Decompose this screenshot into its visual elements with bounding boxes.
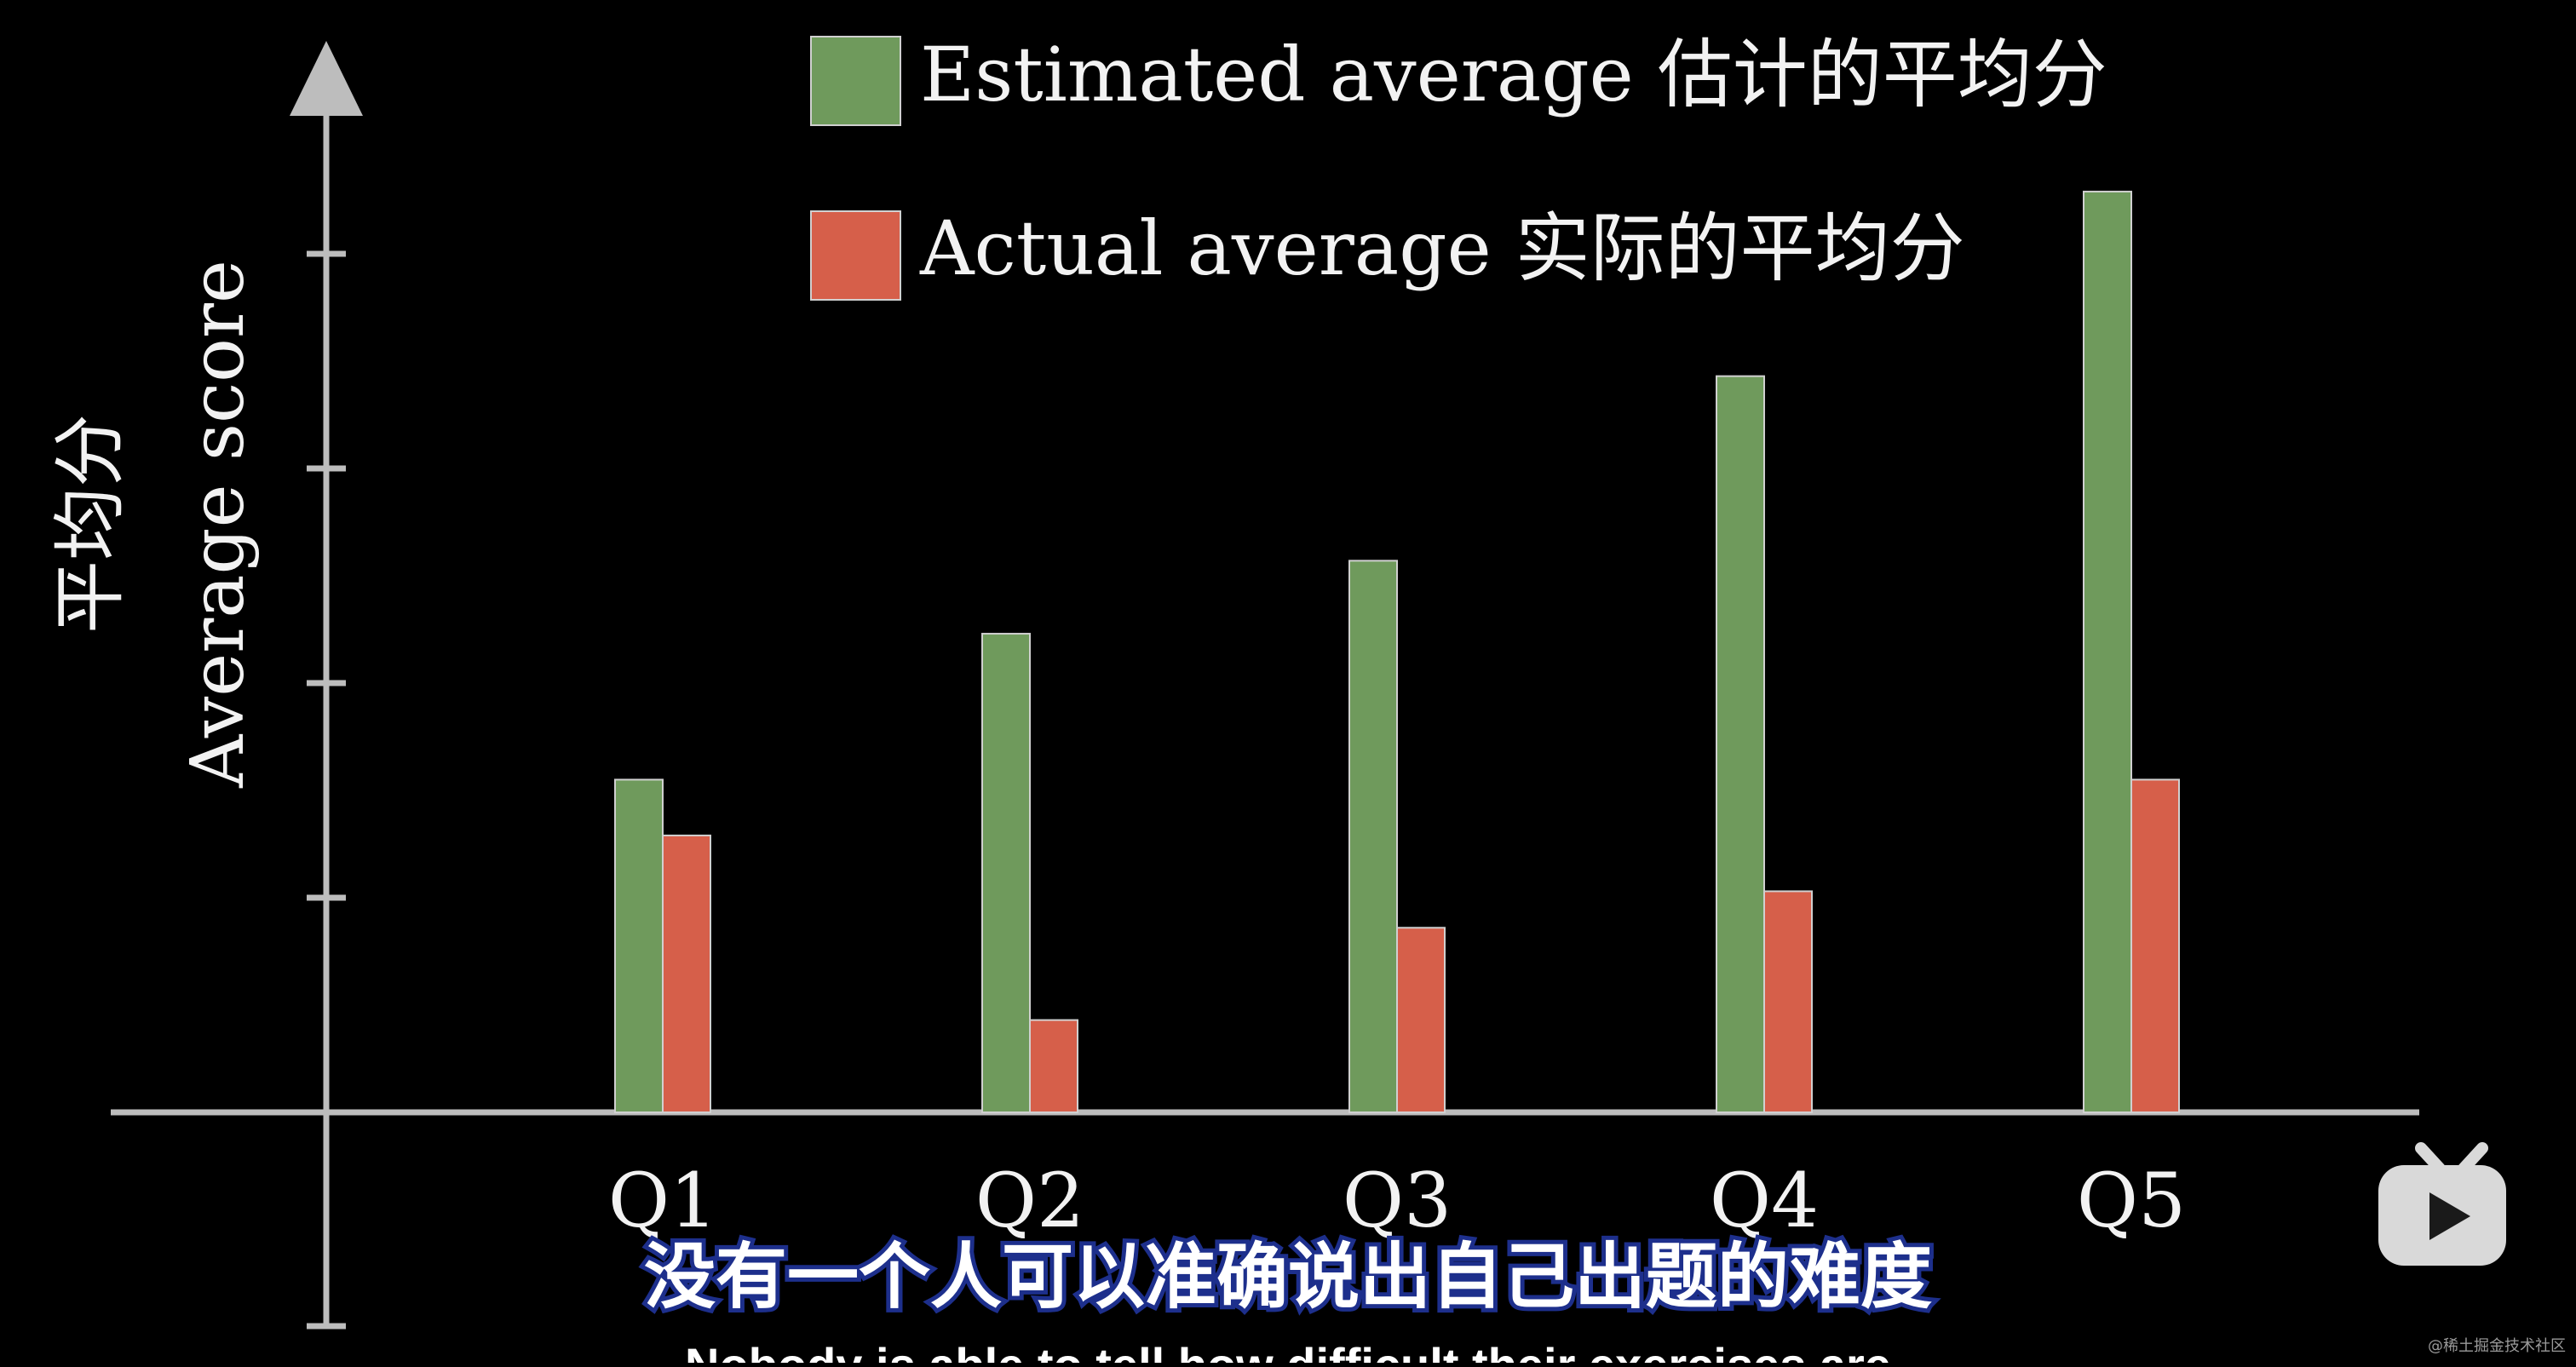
bar-actual-q1	[662, 834, 711, 1113]
legend-label-estimated: Estimated average 估计的平均分	[920, 31, 2107, 118]
play-icon[interactable]	[2378, 1142, 2506, 1266]
x-tick-label-q1: Q1	[608, 1157, 717, 1244]
chart-axes	[111, 41, 2419, 1330]
bar-estimated-q2	[981, 633, 1031, 1113]
subtitle-chinese: 没有一个人可以准确说出自己出题的难度	[644, 1235, 1932, 1318]
bar-estimated-q1	[614, 778, 664, 1114]
x-tick-label-q4: Q4	[1710, 1157, 1819, 1244]
subtitle-english: Nobody is able to tell how difficult the…	[685, 1338, 1891, 1363]
legend-swatch-estimated	[810, 36, 901, 126]
bar-estimated-q4	[1716, 375, 1765, 1113]
bar-actual-q3	[1396, 927, 1446, 1114]
x-tick-label-q5: Q5	[2077, 1157, 2186, 1244]
bar-estimated-q5	[2083, 190, 2132, 1113]
legend: Estimated average 估计的平均分 Actual average …	[810, 31, 2107, 301]
legend-swatch-actual	[810, 210, 901, 301]
y-axis-label-chinese: 平均分	[48, 414, 133, 634]
bar-actual-q5	[2130, 778, 2180, 1114]
y-axis-label: 平均分 Average score	[48, 260, 261, 789]
bar-actual-q2	[1029, 1019, 1078, 1114]
watermark: @稀土掘金技术社区	[2428, 1337, 2566, 1355]
bar-actual-q4	[1763, 890, 1813, 1113]
y-axis-label-english: Average score	[175, 260, 261, 789]
y-axis-arrowhead	[290, 41, 363, 116]
bar-group	[614, 190, 2180, 1114]
x-tick-labels: Q1 Q2 Q3 Q4 Q5	[608, 1157, 2186, 1244]
bar-estimated-q3	[1348, 560, 1398, 1113]
x-tick-label-q2: Q2	[975, 1157, 1084, 1244]
x-tick-label-q3: Q3	[1343, 1157, 1452, 1244]
legend-label-actual: Actual average 实际的平均分	[919, 204, 1965, 292]
y-tick-group	[307, 250, 346, 901]
